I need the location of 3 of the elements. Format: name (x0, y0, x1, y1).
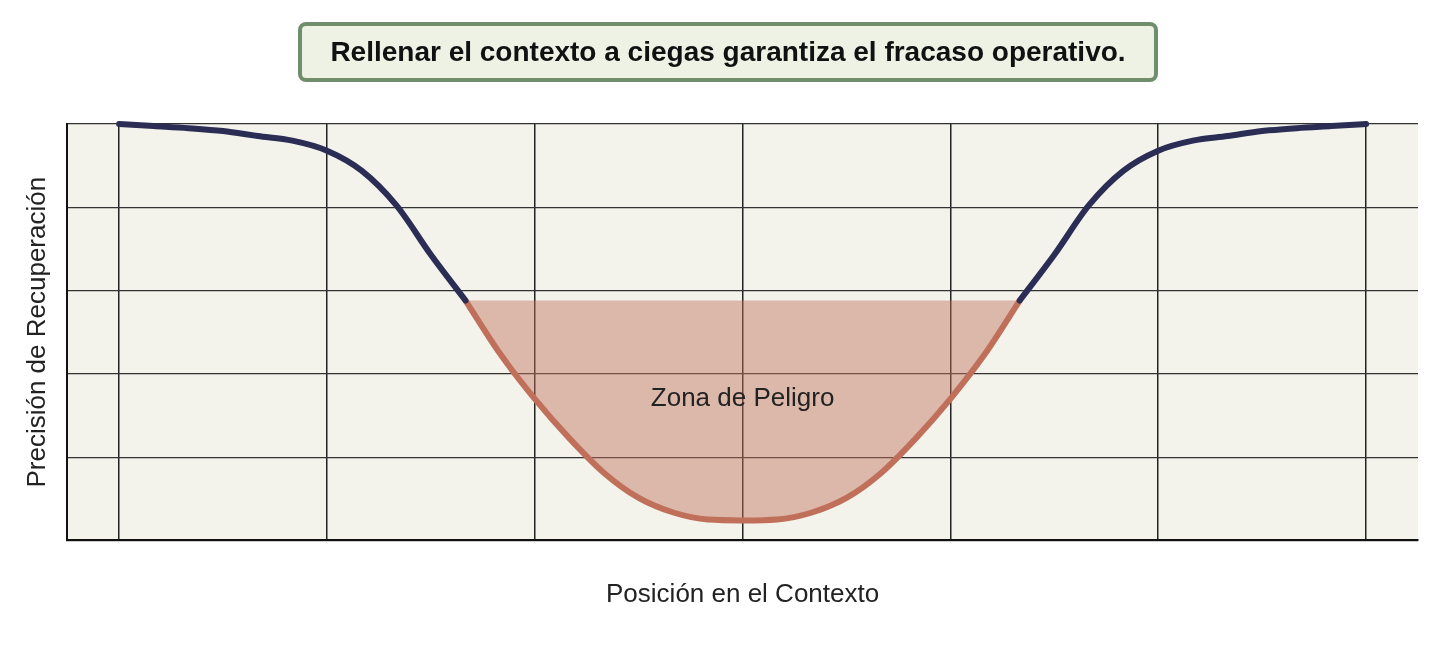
x-axis-title: Posición en el Contexto (606, 577, 880, 608)
y-axis-title: Precisión de Recuperación (20, 176, 51, 488)
chart-title: Rellenar el contexto a ciegas garantiza el fracaso operativo. (298, 22, 1158, 82)
